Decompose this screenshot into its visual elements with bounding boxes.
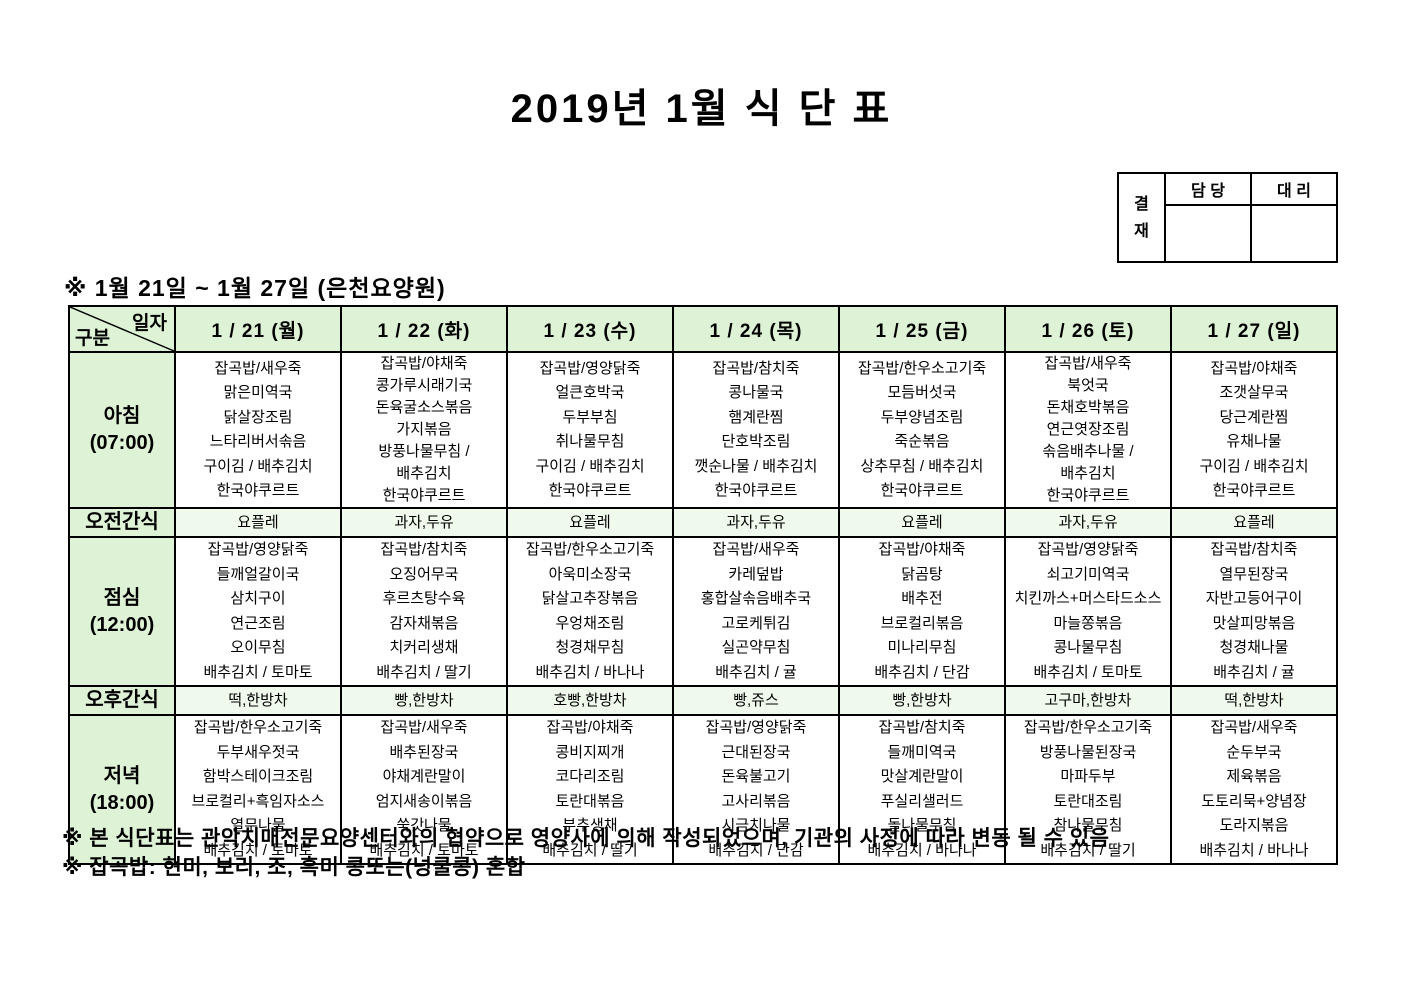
breakfast-thu: 잡곡밥/참치죽 콩나물국 햄계란찜 단호박조림 깻순나물 / 배추김치 한국야쿠…: [672, 351, 840, 509]
approval-col-manager: 담 당: [1166, 174, 1252, 204]
breakfast-tue: 잡곡밥/야채죽 콩가루시래기국 돈육굴소스볶음 가지볶음 방풍나물무침 / 배추…: [340, 351, 508, 509]
morning-snack-sun: 요플레: [1170, 507, 1338, 538]
row-label-dinner: 저녁 (18:00): [68, 714, 176, 865]
afternoon-snack-mon: 떡,한방차: [174, 685, 342, 716]
day-header-sun: 1 / 27 (일): [1170, 305, 1338, 353]
menu-table: 일자 구분 1 / 21 (월) 1 / 22 (화) 1 / 23 (수) 1…: [68, 305, 1338, 865]
morning-snack-tue: 과자,두유: [340, 507, 508, 538]
header-row: 일자 구분 1 / 21 (월) 1 / 22 (화) 1 / 23 (수) 1…: [68, 305, 1338, 353]
morning-snack-sat: 과자,두유: [1004, 507, 1172, 538]
row-label-morning-snack: 오전간식: [68, 507, 176, 538]
lunch-thu: 잡곡밥/새우죽 카레덮밥 홍합살솎음배추국 고로케튀김 실곤약무침 배추김치 /…: [672, 536, 840, 687]
dinner-mon: 잡곡밥/한우소고기죽 두부새우젓국 함박스테이크조림 브로컬리+흑임자소스 열무…: [174, 714, 342, 865]
lunch-sun: 잡곡밥/참치죽 열무된장국 자반고등어구이 맛살피망볶음 청경채나물 배추김치 …: [1170, 536, 1338, 687]
footnote-grain-rice: ※ 잡곡밥: 현미, 보리, 조, 흑미 콩또는(넝쿨콩) 혼합: [62, 856, 526, 879]
approval-sign-cell-manager: [1166, 206, 1252, 261]
dinner-thu: 잡곡밥/영양닭죽 근대된장국 돈육불고기 고사리볶음 시금치나물 배추김치 / …: [672, 714, 840, 865]
breakfast-mon: 잡곡밥/새우죽 맑은미역국 닭살장조림 느타리버서솎음 구이김 / 배추김치 한…: [174, 351, 342, 509]
approval-col-deputy: 대 리: [1277, 183, 1311, 200]
approval-sign-cell-deputy: [1252, 206, 1336, 261]
page-title: 2019년 1월 식 단 표: [510, 87, 893, 131]
row-label-lunch: 점심 (12:00): [68, 536, 176, 687]
day-header-sat: 1 / 26 (토): [1004, 305, 1172, 353]
afternoon-snack-tue: 빵,한방차: [340, 685, 508, 716]
dinner-tue: 잡곡밥/새우죽 배추된장국 야채계란말이 엄지새송이볶음 쑥갓나물 배추김치 /…: [340, 714, 508, 865]
afternoon-snack-sun: 떡,한방차: [1170, 685, 1338, 716]
dinner-fri: 잡곡밥/참치죽 들깨미역국 맛살계란말이 푸실리샐러드 돌나물무침 배추김치 /…: [838, 714, 1006, 865]
afternoon-snack-row: 오후간식 떡,한방차 빵,한방차 호빵,한방차 빵,쥬스 빵,한방차 고구마,한…: [68, 685, 1338, 716]
corner-cell: 일자 구분: [68, 305, 176, 353]
morning-snack-wed: 요플레: [506, 507, 674, 538]
lunch-mon: 잡곡밥/영양닭죽 들깨얼갈이국 삼치구이 연근조림 오이무침 배추김치 / 토마…: [174, 536, 342, 687]
breakfast-wed: 잡곡밥/영양닭죽 얼큰호박국 두부부침 취나물무침 구이김 / 배추김치 한국야…: [506, 351, 674, 509]
day-header-mon: 1 / 21 (월): [174, 305, 342, 353]
day-header-wed: 1 / 23 (수): [506, 305, 674, 353]
footnotes: ※ 본 식단표는 관악치매전문요양센터와의 협약으로 영양사에 의해 작성되었으…: [62, 824, 1109, 882]
day-header-tue: 1 / 22 (화): [340, 305, 508, 353]
footnote-agreement: ※ 본 식단표는 관악치매전문요양센터와의 협약으로 영양사에 의해 작성되었으…: [62, 827, 1110, 850]
dinner-wed: 잡곡밥/야채죽 콩비지찌개 코다리조림 토란대볶음 부추생채 배추김치 / 딸기: [506, 714, 674, 865]
afternoon-snack-thu: 빵,쥬스: [672, 685, 840, 716]
lunch-wed: 잡곡밥/한우소고기죽 아욱미소장국 닭살고추장볶음 우엉채조림 청경채무침 배추…: [506, 536, 674, 687]
lunch-row: 점심 (12:00) 잡곡밥/영양닭죽 들깨얼갈이국 삼치구이 연근조림 오이무…: [68, 536, 1338, 687]
breakfast-sat: 잡곡밥/새우죽 북엇국 돈채호박볶음 연근엿장조림 솎음배추나물 / 배추김치 …: [1004, 351, 1172, 509]
day-header-thu: 1 / 24 (목): [672, 305, 840, 353]
afternoon-snack-fri: 빵,한방차: [838, 685, 1006, 716]
row-label-afternoon-snack: 오후간식: [68, 685, 176, 716]
breakfast-fri: 잡곡밥/한우소고기죽 모듬버섯국 두부양념조림 죽순볶음 상추무침 / 배추김치…: [838, 351, 1006, 509]
lunch-sat: 잡곡밥/영양닭죽 쇠고기미역국 치킨까스+머스타드소스 마늘쫑볶음 콩나물무침 …: [1004, 536, 1172, 687]
day-header-fri: 1 / 25 (금): [838, 305, 1006, 353]
morning-snack-fri: 요플레: [838, 507, 1006, 538]
afternoon-snack-wed: 호빵,한방차: [506, 685, 674, 716]
approval-box: 결 재 담 당 대 리: [1117, 172, 1338, 263]
date-range-subtitle: ※ 1월 21일 ~ 1월 27일 (은천요양원): [64, 275, 446, 301]
lunch-fri: 잡곡밥/야채죽 닭곰탕 배추전 브로컬리볶음 미나리무침 배추김치 / 단감: [838, 536, 1006, 687]
dinner-sat: 잡곡밥/한우소고기죽 방풍나물된장국 마파두부 토란대조림 참나물무침 배추김치…: [1004, 714, 1172, 865]
dinner-sun: 잡곡밥/새우죽 순두부국 제육볶음 도토리묵+양념장 도라지볶음 배추김치 / …: [1170, 714, 1338, 865]
dinner-row: 저녁 (18:00) 잡곡밥/한우소고기죽 두부새우젓국 함박스테이크조림 브로…: [68, 714, 1338, 865]
diagonal-line: [71, 308, 173, 350]
breakfast-sun: 잡곡밥/야채죽 조갯살무국 당근계란찜 유채나물 구이김 / 배추김치 한국야쿠…: [1170, 351, 1338, 509]
breakfast-row: 아침 (07:00) 잡곡밥/새우죽 맑은미역국 닭살장조림 느타리버서솎음 구…: [68, 351, 1338, 509]
morning-snack-row: 오전간식 요플레 과자,두유 요플레 과자,두유 요플레 과자,두유 요플레: [68, 507, 1338, 538]
morning-snack-mon: 요플레: [174, 507, 342, 538]
corner-date-label: 일자: [132, 313, 167, 334]
afternoon-snack-sat: 고구마,한방차: [1004, 685, 1172, 716]
lunch-tue: 잡곡밥/참치죽 오징어무국 후르츠탕수육 감자채볶음 치커리생채 배추김치 / …: [340, 536, 508, 687]
approval-stamp-label: 결 재: [1119, 174, 1166, 261]
row-label-breakfast: 아침 (07:00): [68, 351, 176, 509]
corner-category-label: 구분: [75, 328, 110, 349]
morning-snack-thu: 과자,두유: [672, 507, 840, 538]
